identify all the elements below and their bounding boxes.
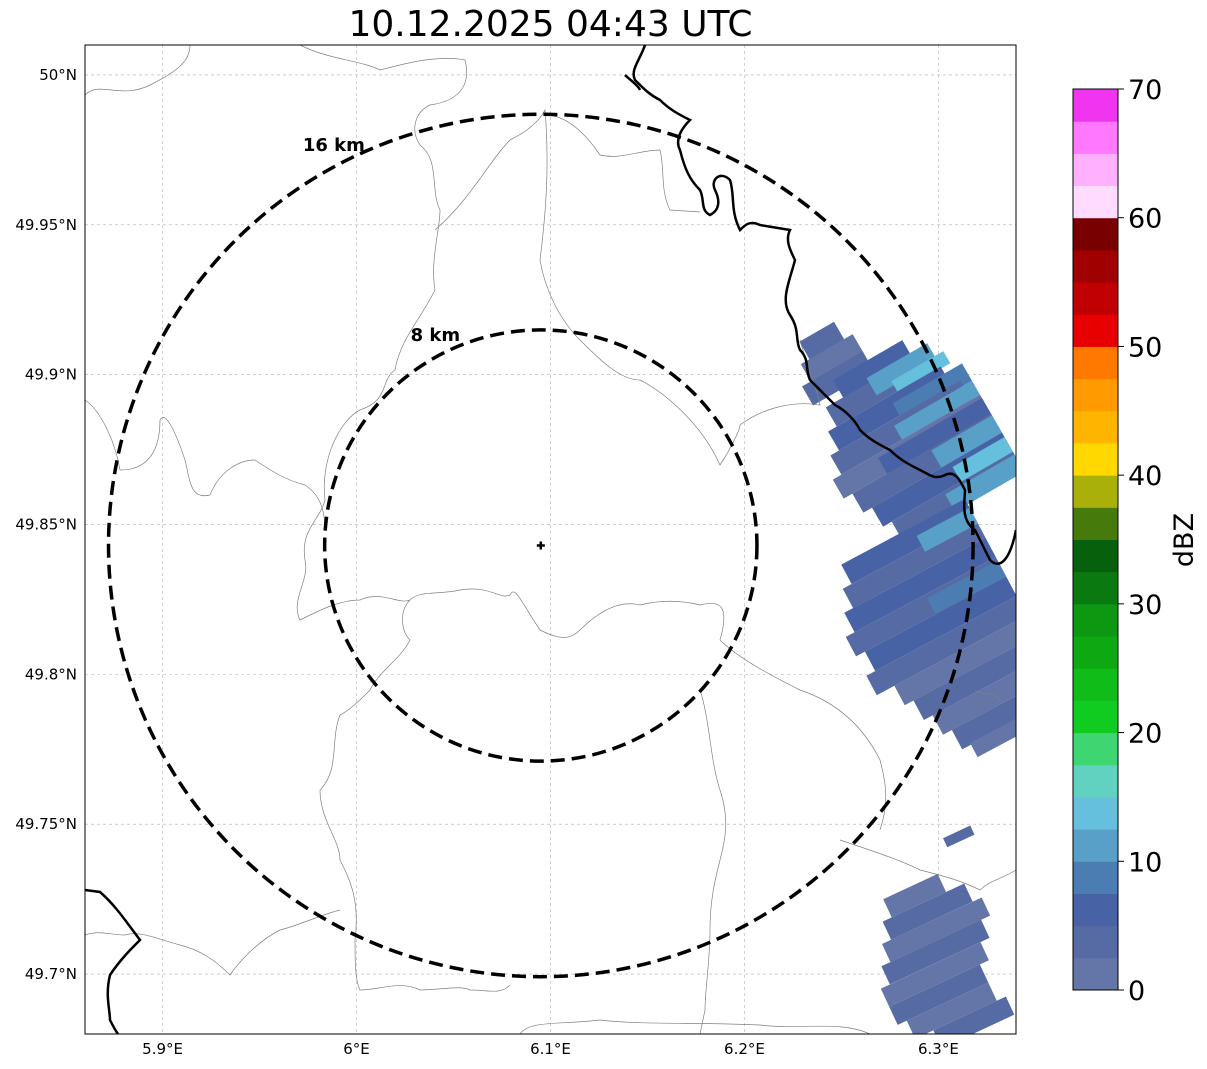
colorbar-segment: [1073, 925, 1118, 959]
colorbar-tick-label: 50: [1128, 332, 1162, 363]
colorbar-segment: [1073, 475, 1118, 508]
colorbar-tick-label: 10: [1128, 847, 1162, 878]
colorbar-tick-label: 70: [1128, 75, 1162, 106]
range-ring-8km: [322, 328, 759, 763]
range-rings: [106, 112, 975, 979]
lat-tick-label: 49.85°N: [15, 516, 77, 534]
colorbar-segment: [1073, 732, 1118, 766]
colorbar-segment: [1073, 893, 1118, 927]
lon-tick-label: 6.3°E: [918, 1040, 959, 1058]
colorbar-segment: [1073, 764, 1118, 798]
colorbar-segment: [1073, 507, 1118, 540]
colorbar-segment: [1073, 700, 1118, 734]
colorbar-tick-label: 40: [1128, 461, 1162, 492]
colorbar-segment: [1073, 442, 1118, 476]
colorbar-segment: [1073, 571, 1118, 605]
lat-tick-label: 49.7°N: [25, 965, 77, 983]
national-border: [85, 45, 1016, 1034]
colorbar-segment: [1073, 668, 1118, 701]
colorbar-segment: [1073, 346, 1118, 380]
range-ring-labels: 8 km 16 km: [303, 135, 460, 346]
lat-tick-label: 49.95°N: [15, 216, 77, 234]
colorbar: 0 10 20 30 40 50 60 70 dBZ: [1072, 75, 1200, 1007]
colorbar-segment: [1073, 153, 1118, 187]
colorbar-label: dBZ: [1169, 513, 1200, 567]
range-ring-16km: [106, 112, 975, 979]
municipal-borders: [85, 45, 1016, 1034]
colorbar-segment: [1073, 636, 1118, 669]
longitude-tick-labels: 5.9°E 6°E 6.1°E 6.2°E 6.3°E: [142, 1040, 959, 1058]
lon-tick-label: 6.2°E: [724, 1040, 765, 1058]
map-frame: [84, 44, 1017, 1035]
colorbar-segment: [1073, 282, 1118, 315]
colorbar-tick-label: 60: [1128, 204, 1162, 235]
lat-tick-label: 50°N: [39, 66, 77, 84]
range-ring-label: 8 km: [411, 325, 461, 346]
map-title: 10.12.2025 04:43 UTC: [348, 4, 753, 45]
radar-echoes-southeast: [880, 825, 1015, 1034]
lon-tick-label: 6°E: [343, 1040, 370, 1058]
radar-echoes-east: [841, 498, 1016, 758]
map-plot-area: 8 km 16 km: [84, 44, 1017, 1035]
colorbar-segment: [1073, 249, 1118, 283]
colorbar-segment: [1073, 796, 1118, 830]
colorbar-segment: [1073, 539, 1118, 573]
lon-tick-label: 6.1°E: [530, 1040, 571, 1058]
colorbar-tick-label: 20: [1128, 719, 1162, 750]
lat-tick-label: 49.75°N: [15, 815, 77, 833]
colorbar-segment: [1073, 314, 1118, 347]
colorbar-segment: [1073, 829, 1118, 862]
lat-tick-label: 49.8°N: [25, 665, 77, 683]
colorbar-segment: [1073, 861, 1118, 894]
colorbar-segment: [1073, 121, 1118, 154]
range-ring-label: 16 km: [303, 135, 365, 156]
colorbar-segment: [1073, 89, 1118, 122]
radar-echoes-northeast: [799, 321, 1016, 541]
colorbar-tick-label: 30: [1128, 590, 1162, 621]
radar-site-marker: [536, 541, 545, 550]
lat-tick-label: 49.9°N: [25, 366, 77, 384]
colorbar-segment: [1073, 410, 1118, 444]
colorbar-segment: [1073, 185, 1118, 219]
colorbar-segment: [1073, 957, 1118, 991]
colorbar-tick-label: 0: [1128, 976, 1145, 1007]
latitude-tick-labels: 50°N 49.95°N 49.9°N 49.85°N 49.8°N 49.75°N 49.…: [15, 66, 77, 983]
colorbar-segment: [1073, 603, 1118, 637]
colorbar-segment: [1073, 217, 1118, 251]
colorbar-frame: [1072, 88, 1119, 991]
lon-tick-label: 5.9°E: [142, 1040, 183, 1058]
colorbar-segment: [1073, 378, 1118, 412]
